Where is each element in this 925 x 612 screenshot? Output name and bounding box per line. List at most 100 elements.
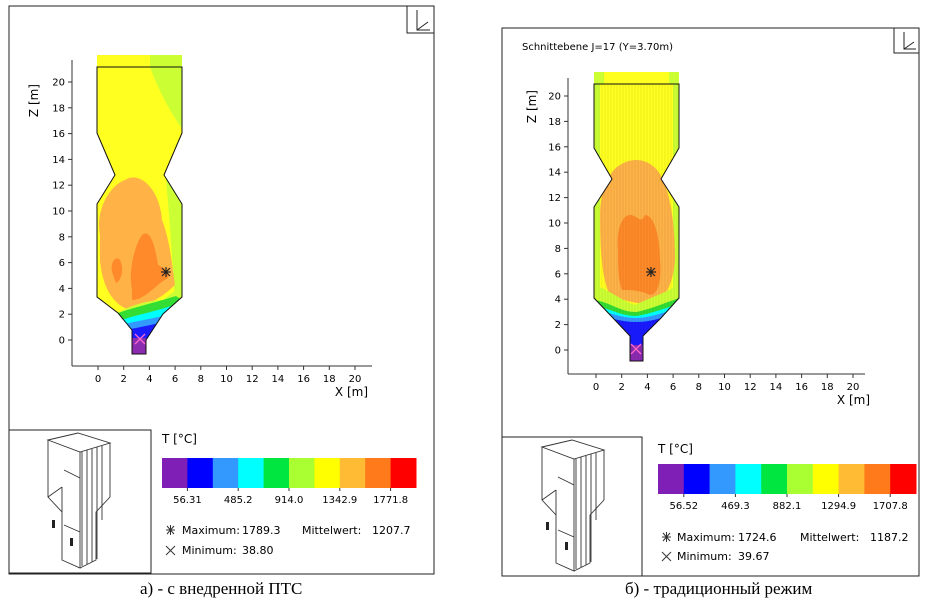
z-tick-label: 12	[52, 181, 65, 192]
x-tick-label: 20	[349, 374, 362, 385]
colorbar-swatch	[709, 464, 736, 494]
z-tick-label: 20	[548, 92, 561, 103]
top-stub-a-green	[150, 55, 182, 67]
min-symbol-a	[165, 545, 176, 556]
x-tick-label: 2	[121, 374, 127, 385]
min-label-b: Minimum:	[677, 550, 732, 563]
colorbar-swatch	[838, 464, 865, 494]
colorbar-swatch	[761, 464, 788, 494]
axes-a	[71, 60, 372, 367]
z-tick-label: 14	[548, 168, 561, 179]
min-value-a: 38.80	[242, 544, 274, 557]
x-tick-label: 0	[593, 382, 599, 393]
x-tick-label: 20	[847, 382, 860, 393]
panel-b: Schnittebene J=17 (Y=3.70m)	[470, 0, 925, 608]
max-label-a: Maximum:	[182, 524, 240, 537]
colorbar-swatch	[683, 464, 711, 494]
colorbar-tick-label: 1707.8	[873, 501, 908, 512]
colorbar-ticks-b: 56.52 469.3 882.1 1294.9 1707.8	[669, 494, 908, 512]
colorbar-tick-label: 1342.9	[322, 495, 357, 506]
x-tick-label: 8	[198, 374, 204, 385]
colorbar-swatch	[787, 464, 814, 494]
colorbar-swatch	[339, 458, 366, 488]
mean-value-a: 1207.7	[372, 524, 411, 537]
legend-title-a: T [°C]	[161, 432, 197, 446]
z-tick-label: 14	[52, 155, 65, 166]
x-axis-label-a: X [m]	[335, 385, 368, 399]
max-value-a: 1789.3	[242, 524, 281, 537]
colorbar-b	[658, 464, 917, 494]
z-tick-label: 8	[555, 244, 561, 255]
max-symbol-a	[166, 525, 175, 535]
min-symbol-b	[661, 551, 672, 562]
x-tick-label: 6	[172, 374, 178, 385]
z-tick-label: 0	[555, 346, 561, 357]
panel-b-frame	[501, 27, 920, 577]
z-tick-label: 16	[52, 129, 65, 140]
z-tick-label: 6	[59, 258, 65, 269]
colorbar-swatch	[263, 458, 290, 488]
colorbar-swatch	[365, 458, 392, 488]
x-axis-label-b: X [m]	[837, 393, 870, 407]
colorbar-swatch	[212, 458, 239, 488]
top-stub-b-right	[669, 72, 679, 84]
x-tick-label: 4	[146, 374, 152, 385]
x-tick-label: 12	[744, 382, 757, 393]
colorbar-tick-label: 485.2	[224, 495, 253, 506]
caption-a: а) - с внедренной ПТС	[140, 579, 303, 598]
colorbar-ticks-a: 56.31 485.2 914.0 1342.9 1771.8	[173, 488, 408, 506]
z-tick-label: 2	[555, 320, 561, 331]
top-stub-b-left	[594, 72, 604, 84]
caption-b: б) - традиционный режим	[625, 579, 813, 598]
section-title-b: Schnittebene J=17 (Y=3.70m)	[522, 42, 673, 53]
z-tick-label: 8	[59, 232, 65, 243]
max-label-b: Maximum:	[677, 531, 735, 544]
x-tick-label: 18	[323, 374, 336, 385]
x-tick-label: 10	[718, 382, 731, 393]
z-tick-label: 12	[548, 193, 561, 204]
x-tick-label: 0	[95, 374, 101, 385]
colorbar-tick-label: 469.3	[721, 501, 750, 512]
colorbar-swatch	[890, 464, 917, 494]
colorbar-a	[162, 458, 417, 488]
colorbar-swatch	[314, 458, 341, 488]
x-ticks-a: 0 2 4 6 8 10 12 14 16 18 20	[95, 366, 362, 385]
x-tick-label: 4	[644, 382, 650, 393]
colorbar-tick-label: 1771.8	[373, 495, 408, 506]
z-tick-label: 4	[59, 284, 65, 295]
x-tick-label: 14	[770, 382, 783, 393]
boiler-3d-inset-a	[8, 429, 152, 574]
z-tick-label: 10	[52, 207, 65, 218]
colorbar-tick-label: 56.52	[669, 501, 698, 512]
mean-label-a: Mittelwert:	[302, 524, 361, 537]
panel-a-frame	[8, 5, 435, 575]
colorbar-swatch	[735, 464, 762, 494]
colorbar-swatch	[162, 458, 188, 488]
z-tick-label: 4	[555, 295, 561, 306]
z-axis-label-b: Z [m]	[525, 90, 539, 123]
x-ticks-b: 0 2 4 6 8 10 12 14 16 18 20	[593, 374, 860, 393]
colorbar-tick-label: 882.1	[773, 501, 802, 512]
colorbar-swatch	[187, 458, 214, 488]
z-tick-label: 10	[548, 219, 561, 230]
max-value-b: 1724.6	[738, 531, 777, 544]
x-tick-label: 8	[696, 382, 702, 393]
mean-label-b: Mittelwert:	[800, 531, 859, 544]
plot-b	[593, 72, 680, 362]
mean-value-b: 1187.2	[870, 531, 909, 544]
x-tick-label: 12	[246, 374, 259, 385]
colorbar-swatch	[864, 464, 891, 494]
corner-axis-icon	[406, 5, 435, 34]
colorbar-tick-label: 56.31	[173, 495, 202, 506]
min-marker-a	[134, 333, 146, 345]
colorbar-tick-label: 1294.9	[821, 501, 856, 512]
z-tick-label: 18	[548, 117, 561, 128]
legend-title-b: T [°C]	[657, 442, 693, 456]
z-tick-label: 18	[52, 103, 65, 114]
max-symbol-b	[662, 532, 671, 542]
z-tick-label: 20	[52, 78, 65, 89]
plot-a	[96, 55, 183, 355]
z-tick-label: 0	[59, 336, 65, 347]
x-tick-label: 16	[795, 382, 808, 393]
x-tick-label: 2	[619, 382, 625, 393]
